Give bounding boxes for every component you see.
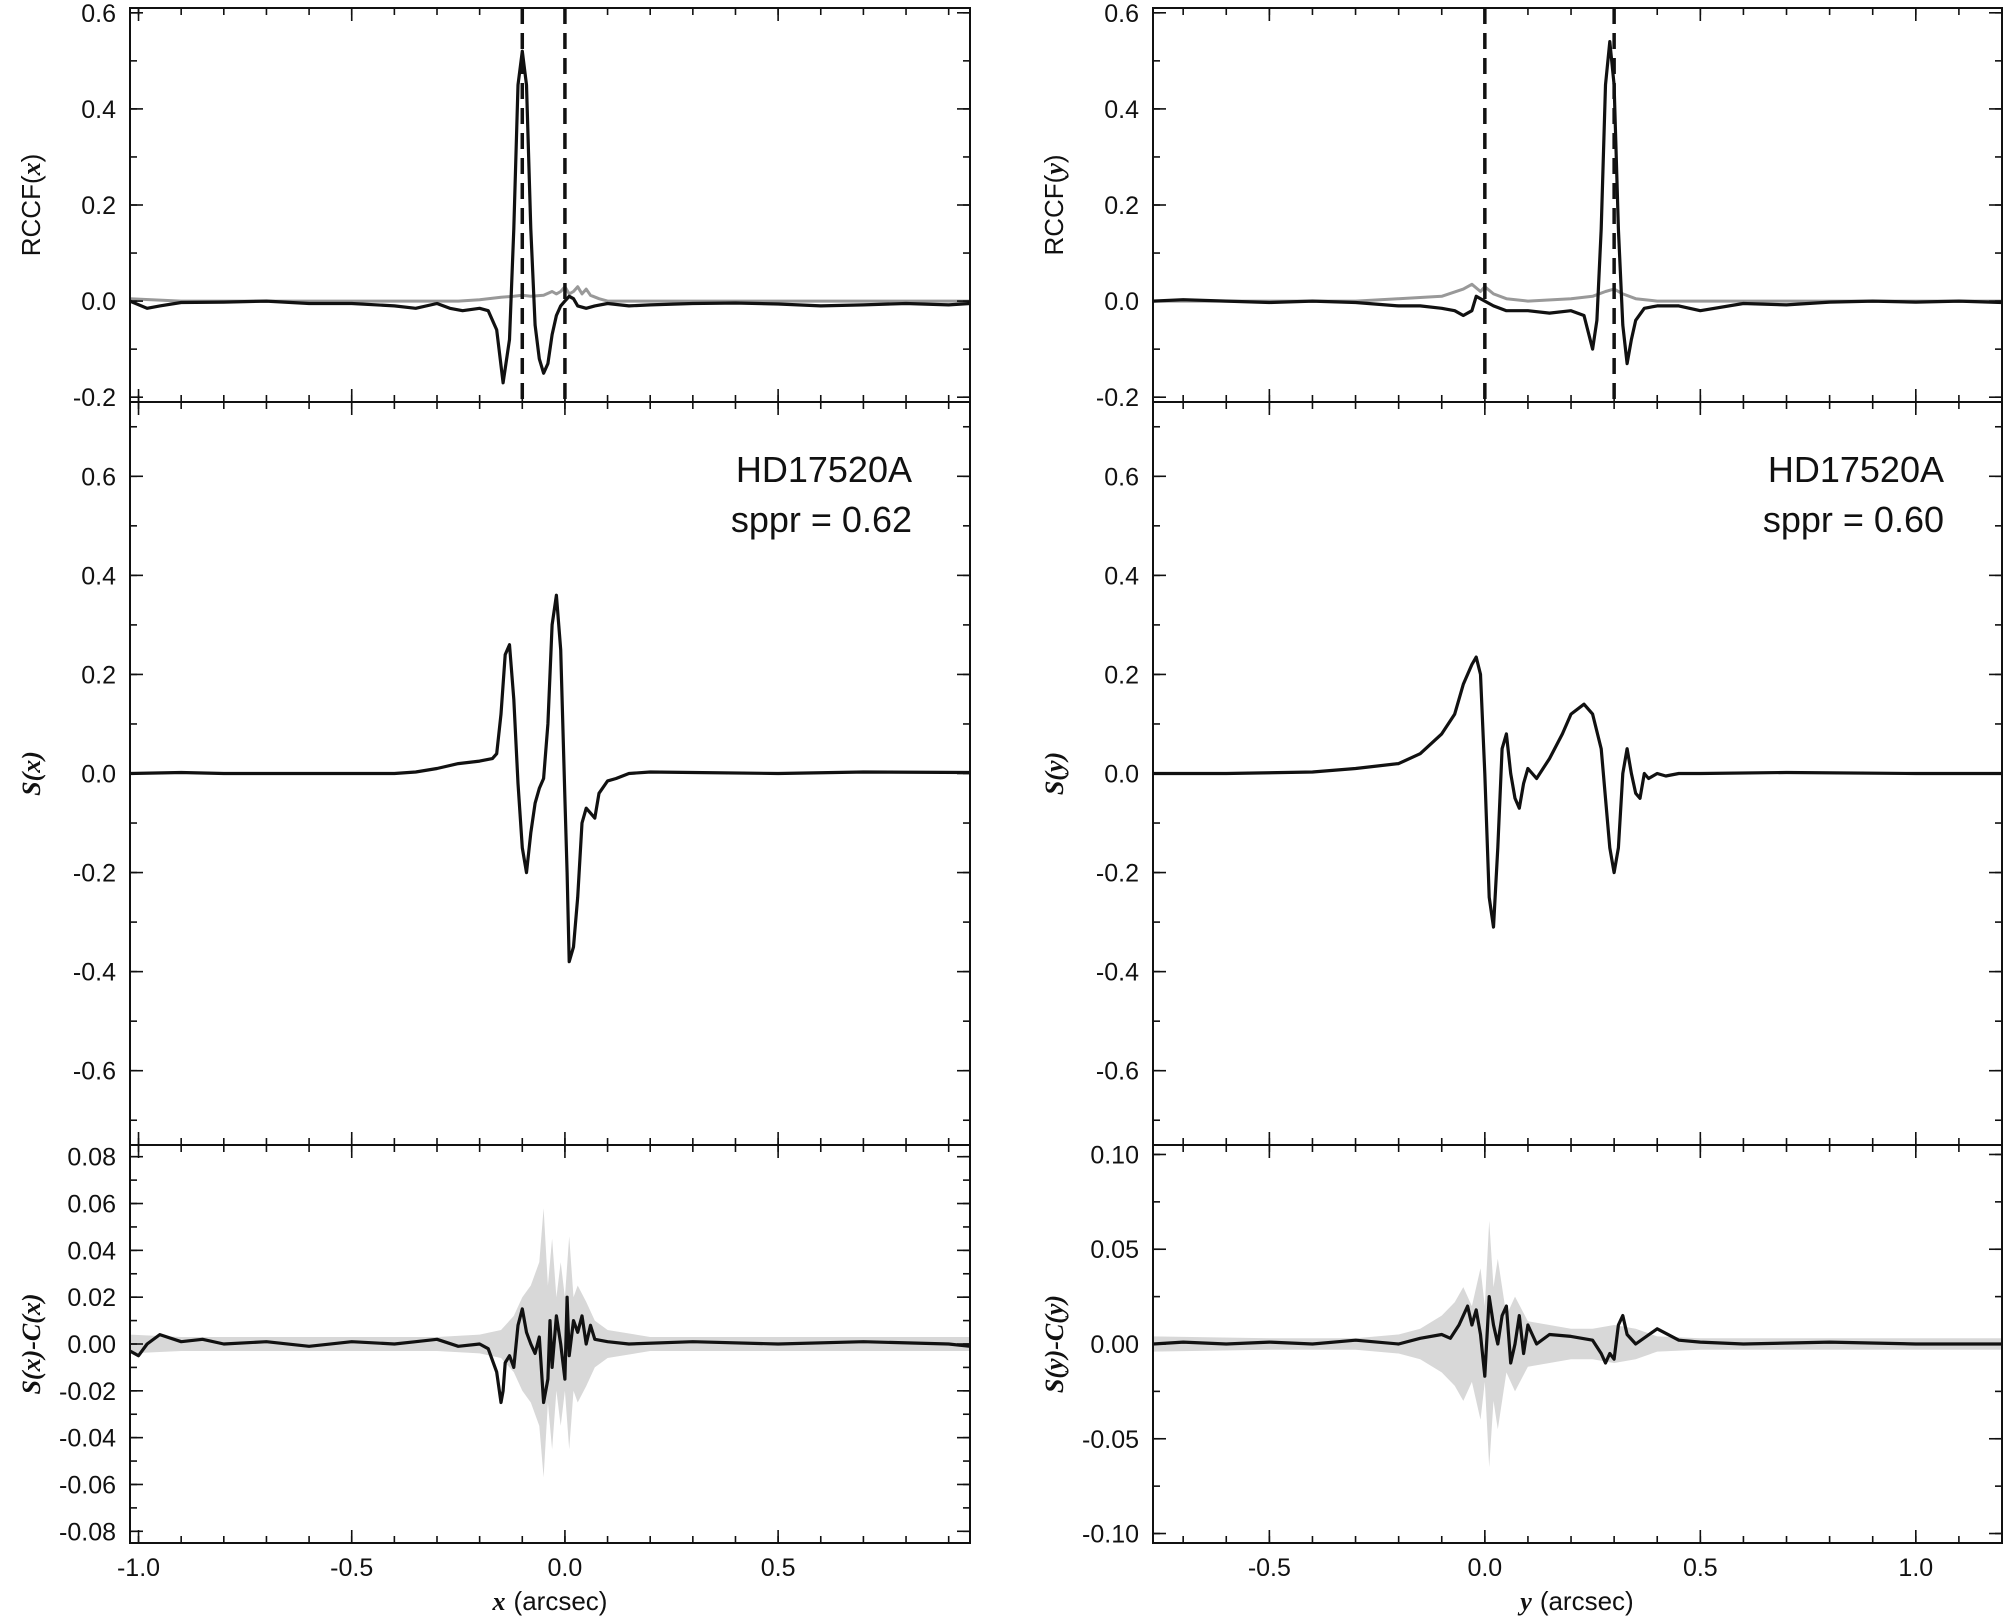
series-line-main	[130, 49, 970, 385]
y-tick-label: -0.05	[1082, 1426, 1139, 1454]
series-line-secondary	[130, 285, 970, 303]
x-axis-title-left: x (arcsec)	[492, 1586, 608, 1616]
series-line-residual	[130, 1295, 970, 1405]
y-tick-label: 0.0	[81, 288, 116, 316]
y-tick-label: 0.02	[67, 1284, 116, 1312]
x-tick-label: 0.5	[761, 1554, 796, 1582]
panel-resid-y: -0.10 -0.05 0.00 0.05 0.10 -0.5 0.0 0.5 1.0 S(y)-…	[1040, 1141, 2003, 1582]
y-tick-label: -0.2	[1096, 860, 1139, 888]
x-tick-label: 0.0	[548, 1554, 583, 1582]
panel-frame	[1152, 7, 2003, 403]
plot-area-resid-y	[1153, 1220, 2002, 1468]
y-tick-label: 0.6	[1104, 0, 1139, 28]
plot-area-rccf-x	[130, 49, 970, 385]
y-axis-title: S(x)-C(x)	[17, 1293, 46, 1394]
y-tick-label: 0.0	[1104, 288, 1139, 316]
y-axis-title: S(x)	[17, 751, 46, 796]
y-tick-label: 0.2	[1104, 661, 1139, 689]
y-tick-label: 0.6	[1104, 463, 1139, 491]
y-tick-label: -0.2	[73, 860, 116, 888]
series-line-main	[1153, 655, 2002, 929]
panel-resid-x: -0.08 -0.06 -0.04 -0.02 0.00 0.02 0.04 0.06 0.08…	[17, 1144, 971, 1582]
plot-area-rccf-y	[1153, 39, 2002, 366]
panel-s-x: -0.6 -0.4 -0.2 0.0 0.2 0.4 0.6 S(x) HD17520A sppr…	[17, 401, 971, 1146]
y-tick-label: -0.2	[1096, 384, 1139, 412]
y-tick-label: 0.4	[1104, 562, 1139, 590]
y-axis-title: RCCF(y)	[1039, 154, 1069, 255]
plot-area-s-y	[1153, 655, 2002, 929]
y-tick-label: 0.2	[81, 192, 116, 220]
star-name-label: HD17520A	[736, 449, 912, 490]
y-tick-label: -0.04	[59, 1425, 116, 1453]
y-tick-label: 0.04	[67, 1237, 116, 1265]
y-tick-label: 0.6	[81, 463, 116, 491]
y-tick-label: 0.6	[81, 0, 116, 28]
y-tick-label: 0.2	[1104, 192, 1139, 220]
y-tick-label: 0.2	[81, 661, 116, 689]
y-tick-label: 0.4	[81, 562, 116, 590]
y-tick-label: 0.0	[1104, 761, 1139, 789]
x-tick-label: -0.5	[1248, 1554, 1291, 1582]
plot-area-resid-x	[130, 1208, 970, 1478]
y-tick-label: 0.05	[1090, 1236, 1139, 1264]
y-tick-label: -0.4	[73, 959, 116, 987]
y-tick-label: -0.6	[1096, 1058, 1139, 1086]
y-tick-label: 0.10	[1090, 1141, 1139, 1169]
sppr-label: sppr = 0.62	[731, 499, 912, 540]
y-tick-label: -0.02	[59, 1378, 116, 1406]
y-tick-label: -0.10	[1082, 1521, 1139, 1549]
y-tick-label: 0.08	[67, 1144, 116, 1172]
series-line-residual	[1153, 1294, 2002, 1378]
y-tick-label: 0.4	[1104, 96, 1139, 124]
y-axis-title: S(y)	[1040, 752, 1069, 795]
y-tick-label: -0.06	[59, 1471, 116, 1499]
y-tick-label: -0.6	[73, 1058, 116, 1086]
panel-s-y: -0.6 -0.4 -0.2 0.0 0.2 0.4 0.6 S(y) HD17520A sppr…	[1040, 401, 2003, 1146]
x-tick-label: -0.5	[330, 1554, 373, 1582]
series-line-main	[1153, 39, 2002, 366]
y-tick-label: 0.00	[1090, 1331, 1139, 1359]
y-tick-label: -0.4	[1096, 959, 1139, 987]
y-tick-label: 0.4	[81, 96, 116, 124]
series-line-main	[130, 593, 970, 964]
x-tick-label: 1.0	[1898, 1554, 1933, 1582]
y-axis-title: S(y)-C(y)	[1040, 1295, 1069, 1393]
plot-area-s-x	[130, 593, 970, 964]
x-tick-label: 0.5	[1683, 1554, 1718, 1582]
uncertainty-band	[1153, 1220, 2002, 1468]
star-name-label: HD17520A	[1768, 449, 1944, 490]
y-axis-title: RCCF(x)	[16, 154, 46, 257]
y-tick-label: -0.08	[59, 1518, 116, 1546]
y-tick-label: -0.2	[73, 384, 116, 412]
panel-rccf-y: -0.2 0.0 0.2 0.4 0.6 RCCF(y)	[1039, 0, 2003, 412]
series-line-secondary	[1153, 282, 2002, 303]
panel-rccf-x: -0.2 0.0 0.2 0.4 0.6 RCCF(x)	[16, 0, 971, 412]
y-tick-label: 0.06	[67, 1191, 116, 1219]
sppr-label: sppr = 0.60	[1763, 499, 1944, 540]
x-tick-label: -1.0	[117, 1554, 160, 1582]
x-tick-label: 0.0	[1467, 1554, 1502, 1582]
y-tick-label: 0.00	[67, 1331, 116, 1359]
y-tick-label: 0.0	[81, 761, 116, 789]
x-axis-title-right: y (arcsec)	[1517, 1586, 1633, 1616]
